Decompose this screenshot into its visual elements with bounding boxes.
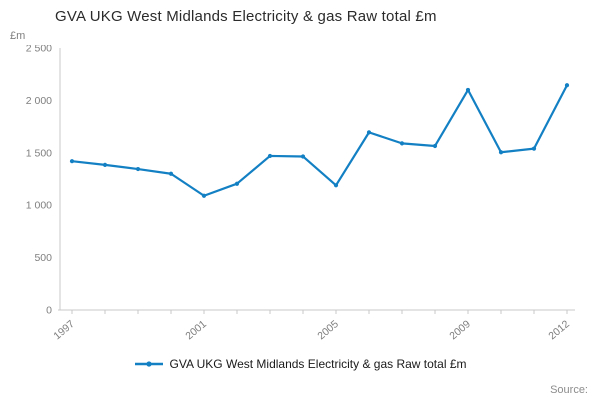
data-point [564, 83, 570, 88]
data-point [300, 154, 306, 159]
legend-marker-icon [134, 361, 163, 367]
x-axis-labels: 1997 2001 2005 2009 2012 [51, 310, 572, 342]
data-point [498, 150, 504, 155]
data-point [333, 183, 339, 188]
x-tick-label: 2009 [447, 318, 473, 342]
y-tick-label: 2 000 [26, 95, 52, 107]
line-chart: 0 500 1 000 1 500 2 000 2 500 1997 2001 2005 2009… [26, 45, 575, 342]
y-tick-label: 500 [34, 252, 52, 264]
data-point [432, 143, 438, 149]
x-tick-label: 2001 [183, 318, 209, 342]
data-point [234, 181, 240, 186]
x-tick-label: 2012 [546, 318, 572, 342]
data-point [366, 130, 372, 135]
data-point [531, 146, 537, 151]
y-axis-unit-label: £m [10, 30, 26, 42]
chart-legend: GVA UKG West Midlands Electricity & gas … [0, 357, 600, 371]
x-tick-label: 1997 [51, 318, 77, 342]
chart-title: GVA UKG West Midlands Electricity & gas … [55, 8, 437, 25]
y-axis-labels: 0 500 1 000 1 500 2 000 2 500 [26, 45, 52, 317]
data-line [70, 84, 569, 197]
data-point [201, 193, 207, 198]
legend-label: GVA UKG West Midlands Electricity & gas … [169, 357, 467, 371]
data-point [465, 87, 471, 93]
data-point [399, 141, 405, 146]
data-point [102, 162, 108, 167]
y-tick-label: 1 000 [26, 200, 52, 212]
data-point [135, 166, 141, 172]
x-tick-label: 2005 [315, 318, 341, 342]
data-point [267, 153, 273, 159]
data-point [69, 159, 75, 164]
data-point [168, 171, 174, 176]
y-tick-label: 2 500 [26, 45, 52, 55]
y-tick-label: 0 [46, 305, 52, 317]
source-label: Source: [550, 384, 588, 396]
y-tick-label: 1 500 [26, 147, 52, 159]
